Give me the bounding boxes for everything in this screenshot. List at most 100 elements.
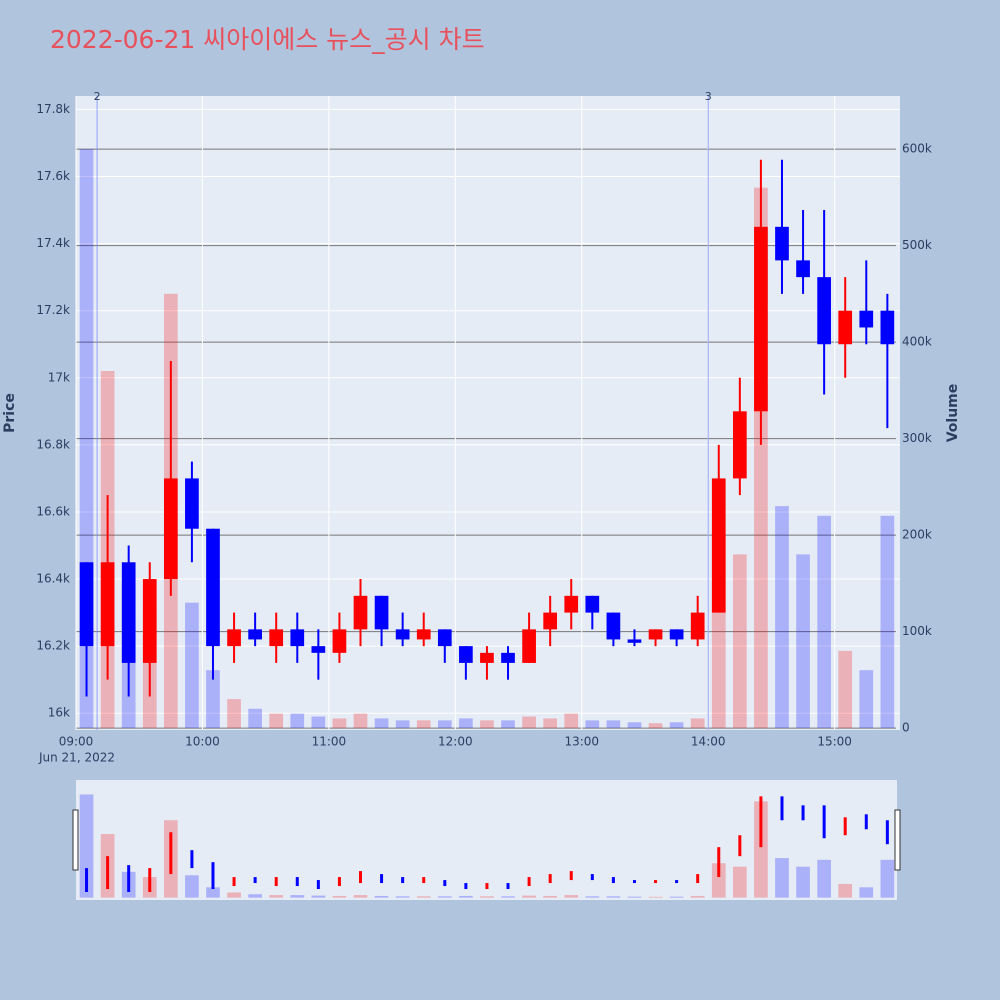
x-tick-label: 10:00 bbox=[185, 735, 220, 749]
y2-tick-label: 100k bbox=[902, 624, 932, 638]
volume-bar bbox=[880, 515, 895, 729]
x-date-label: Jun 21, 2022 bbox=[38, 751, 115, 765]
candle-body bbox=[543, 612, 558, 630]
mini-volume-bar bbox=[775, 858, 789, 898]
volume-bar bbox=[206, 670, 220, 729]
volume-bar bbox=[353, 713, 368, 729]
y-tick-label: 16.6k bbox=[36, 504, 70, 518]
range-handle[interactable] bbox=[72, 809, 79, 871]
candle-body bbox=[838, 310, 853, 345]
y-tick-label: 17.2k bbox=[36, 303, 70, 317]
candle-body bbox=[817, 277, 831, 345]
x-tick-label: 12:00 bbox=[438, 735, 473, 749]
volume-bar bbox=[290, 713, 305, 729]
volume-bar bbox=[185, 602, 199, 729]
candle-body bbox=[374, 595, 389, 630]
y2-tick-label: 600k bbox=[902, 142, 932, 156]
mini-volume-bar bbox=[248, 894, 262, 898]
mini-volume-bar bbox=[374, 895, 389, 898]
volume-bar bbox=[248, 708, 262, 729]
mini-volume-bar bbox=[480, 896, 494, 898]
candle-body bbox=[311, 646, 326, 653]
y2-tick-label: 400k bbox=[902, 335, 932, 349]
x-tick-label: 13:00 bbox=[564, 735, 599, 749]
volume-bar bbox=[269, 713, 284, 729]
mini-volume-bar bbox=[627, 896, 642, 898]
mini-volume-bar bbox=[437, 896, 452, 898]
candle-body bbox=[564, 595, 579, 613]
volume-bar bbox=[627, 722, 642, 729]
volume-bar bbox=[395, 720, 410, 729]
candle-body bbox=[754, 226, 768, 412]
mini-volume-bar bbox=[690, 895, 705, 898]
candle-body bbox=[269, 629, 284, 647]
mini-volume-bar bbox=[754, 801, 768, 898]
volume-bar bbox=[332, 718, 347, 729]
candle-body bbox=[100, 562, 115, 647]
volume-bar bbox=[859, 670, 874, 729]
mini-volume-bar bbox=[859, 887, 874, 898]
volume-bar bbox=[585, 720, 600, 729]
volume-bar bbox=[606, 720, 621, 729]
volume-bar bbox=[543, 718, 558, 729]
candle-body bbox=[501, 652, 515, 663]
y-tick-label: 16.2k bbox=[36, 639, 70, 653]
volume-bar bbox=[311, 716, 326, 729]
volume-bar bbox=[775, 506, 789, 729]
mini-volume-bar bbox=[880, 859, 895, 898]
mini-volume-bar bbox=[606, 896, 621, 898]
candle-body bbox=[859, 310, 874, 328]
candle-body bbox=[142, 579, 157, 663]
mini-volume-bar bbox=[395, 896, 410, 898]
mini-volume-bar bbox=[311, 895, 326, 898]
candle-body bbox=[332, 629, 347, 653]
candle-body bbox=[711, 478, 726, 613]
candle-body bbox=[248, 629, 262, 640]
y2-tick-label: 0 bbox=[902, 721, 910, 735]
mini-volume-bar bbox=[796, 866, 810, 898]
mini-volume-bar bbox=[353, 895, 368, 898]
mini-volume-bar bbox=[522, 895, 536, 898]
mini-volume-bar bbox=[290, 895, 305, 898]
candle-body bbox=[79, 562, 94, 647]
candle-body bbox=[163, 478, 178, 580]
candle-body bbox=[459, 646, 473, 663]
y2-tick-label: 200k bbox=[902, 528, 932, 542]
y-axis-title: Price bbox=[2, 393, 18, 433]
volume-bar bbox=[501, 720, 515, 729]
candle-body bbox=[585, 595, 600, 613]
volume-bar bbox=[459, 718, 473, 729]
mini-volume-bar bbox=[543, 895, 558, 898]
candle-body bbox=[669, 629, 684, 640]
candle-body bbox=[690, 612, 705, 640]
volume-bar bbox=[374, 718, 389, 729]
mini-volume-bar bbox=[332, 895, 347, 898]
y-tick-label: 16k bbox=[48, 706, 70, 720]
mini-volume-bar bbox=[648, 896, 663, 898]
x-tick-label: 09:00 bbox=[59, 735, 94, 749]
volume-bar bbox=[480, 720, 494, 729]
volume-bar bbox=[564, 713, 579, 729]
y2-tick-label: 300k bbox=[902, 431, 932, 445]
annotation-label: 3 bbox=[705, 90, 712, 103]
y2-tick-label: 500k bbox=[902, 238, 932, 252]
candle-body bbox=[416, 629, 431, 640]
mini-volume-bar bbox=[79, 794, 94, 898]
volume-bar bbox=[522, 716, 536, 729]
y2-axis-title: Volume bbox=[945, 384, 961, 443]
mini-volume-bar bbox=[732, 866, 747, 898]
candle-body bbox=[880, 310, 895, 345]
mini-volume-bar bbox=[501, 896, 515, 898]
mini-volume-bar bbox=[269, 895, 284, 898]
mini-volume-bar bbox=[838, 883, 853, 898]
range-handle[interactable] bbox=[894, 809, 901, 871]
y-tick-label: 17.4k bbox=[36, 236, 70, 250]
candle-body bbox=[227, 629, 241, 647]
mini-volume-bar bbox=[227, 892, 241, 898]
mini-volume-bar bbox=[416, 896, 431, 898]
mini-volume-bar bbox=[585, 896, 600, 898]
x-tick-label: 14:00 bbox=[691, 735, 726, 749]
candle-body bbox=[185, 478, 199, 529]
volume-bar bbox=[796, 554, 810, 729]
